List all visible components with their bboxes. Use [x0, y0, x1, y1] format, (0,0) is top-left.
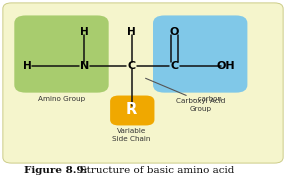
Text: OH: OH	[217, 61, 235, 71]
FancyBboxPatch shape	[14, 15, 109, 93]
Text: H: H	[127, 27, 136, 37]
FancyBboxPatch shape	[153, 15, 247, 93]
Text: Carboxyl Acid
Group: Carboxyl Acid Group	[176, 98, 225, 112]
Text: - carbon: - carbon	[193, 96, 222, 102]
Text: Figure 8.9:: Figure 8.9:	[24, 166, 88, 175]
Text: Structure of basic amino acid: Structure of basic amino acid	[73, 166, 234, 175]
Text: H: H	[23, 61, 31, 71]
Text: H: H	[80, 27, 89, 37]
Text: O: O	[170, 27, 179, 37]
FancyBboxPatch shape	[110, 96, 154, 125]
Text: R: R	[126, 102, 137, 117]
Text: Variable
Side Chain: Variable Side Chain	[112, 128, 151, 142]
Text: C: C	[128, 61, 136, 71]
Text: C: C	[170, 61, 178, 71]
Text: N: N	[80, 61, 89, 71]
Text: Amino Group: Amino Group	[38, 96, 85, 102]
FancyBboxPatch shape	[3, 3, 283, 163]
